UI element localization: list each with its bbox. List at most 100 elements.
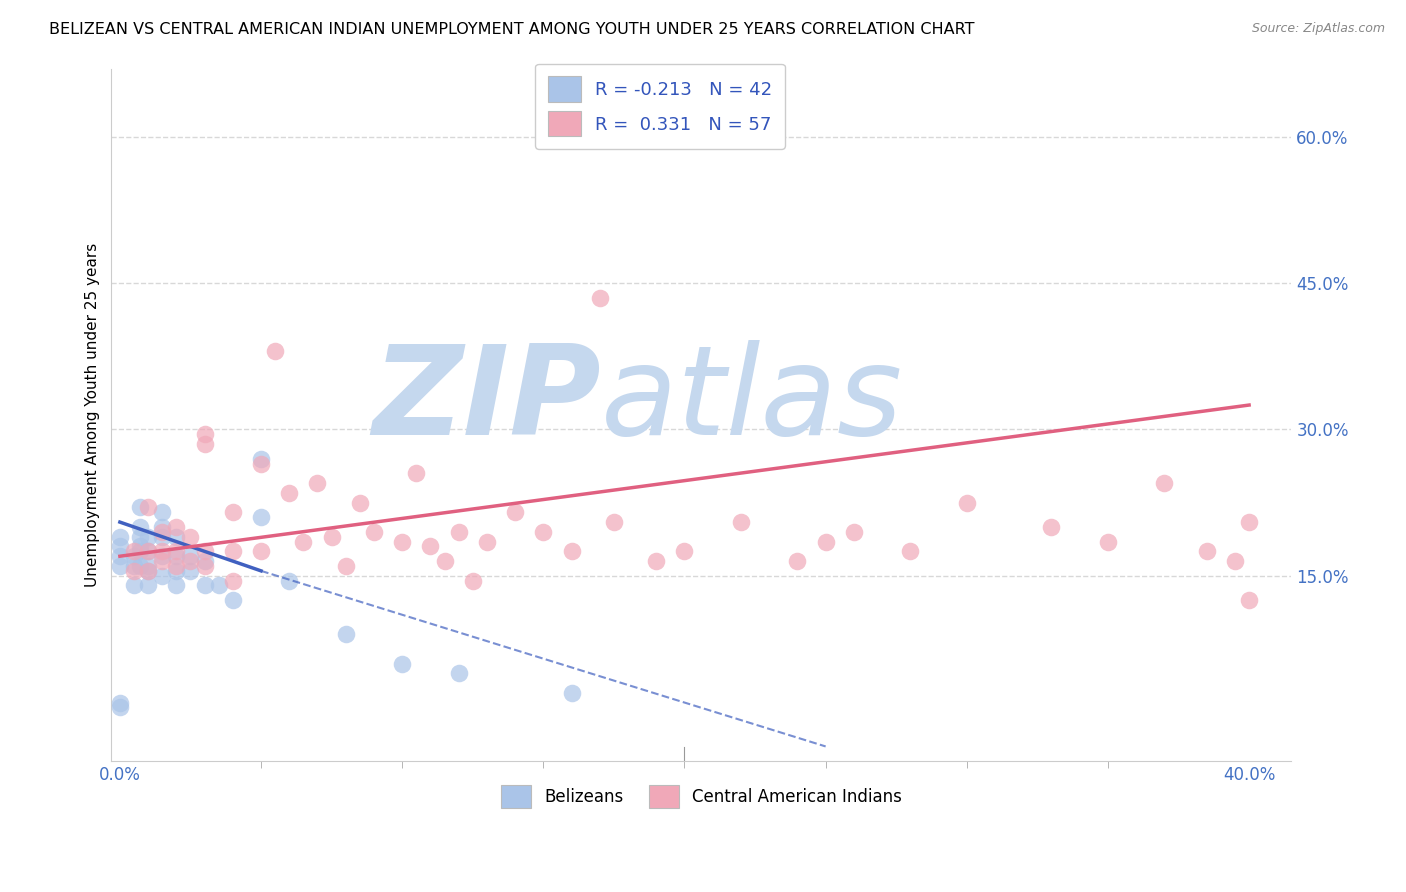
- Point: [475, 534, 498, 549]
- Point: [222, 544, 245, 558]
- Point: [307, 476, 329, 491]
- Point: [461, 574, 484, 588]
- Point: [264, 344, 287, 359]
- Point: [1195, 544, 1218, 558]
- Point: [193, 544, 215, 558]
- Point: [335, 559, 357, 574]
- Point: [128, 559, 150, 574]
- Point: [222, 505, 245, 519]
- Point: [193, 578, 215, 592]
- Point: [179, 554, 201, 568]
- Point: [193, 554, 215, 568]
- Point: [193, 427, 215, 442]
- Point: [1153, 476, 1175, 491]
- Point: [108, 549, 131, 564]
- Point: [122, 559, 145, 574]
- Point: [136, 559, 159, 574]
- Point: [136, 564, 159, 578]
- Point: [250, 457, 273, 471]
- Point: [165, 544, 187, 558]
- Point: [447, 524, 470, 539]
- Point: [1237, 515, 1260, 529]
- Point: [363, 524, 385, 539]
- Point: [108, 540, 131, 554]
- Point: [589, 291, 612, 305]
- Point: [108, 696, 131, 710]
- Point: [165, 578, 187, 592]
- Point: [673, 544, 696, 558]
- Point: [349, 495, 371, 509]
- Point: [179, 564, 201, 578]
- Point: [447, 666, 470, 681]
- Point: [108, 530, 131, 544]
- Point: [645, 554, 668, 568]
- Point: [136, 530, 159, 544]
- Point: [250, 510, 273, 524]
- Point: [150, 554, 173, 568]
- Point: [292, 534, 315, 549]
- Point: [136, 578, 159, 592]
- Point: [150, 505, 173, 519]
- Point: [128, 530, 150, 544]
- Point: [165, 549, 187, 564]
- Point: [391, 534, 413, 549]
- Point: [335, 627, 357, 641]
- Point: [278, 574, 301, 588]
- Point: [956, 495, 979, 509]
- Point: [503, 505, 526, 519]
- Point: [278, 486, 301, 500]
- Point: [136, 500, 159, 515]
- Point: [730, 515, 752, 529]
- Point: [165, 559, 187, 574]
- Point: [128, 540, 150, 554]
- Point: [165, 530, 187, 544]
- Y-axis label: Unemployment Among Youth under 25 years: Unemployment Among Youth under 25 years: [86, 243, 100, 587]
- Point: [814, 534, 837, 549]
- Point: [1223, 554, 1246, 568]
- Point: [898, 544, 921, 558]
- Point: [128, 500, 150, 515]
- Point: [561, 686, 583, 700]
- Point: [321, 530, 343, 544]
- Point: [419, 540, 441, 554]
- Point: [150, 568, 173, 582]
- Point: [122, 549, 145, 564]
- Point: [208, 578, 231, 592]
- Point: [561, 544, 583, 558]
- Text: Source: ZipAtlas.com: Source: ZipAtlas.com: [1251, 22, 1385, 36]
- Point: [150, 544, 173, 558]
- Point: [150, 530, 173, 544]
- Point: [122, 578, 145, 592]
- Point: [150, 549, 173, 564]
- Point: [128, 544, 150, 558]
- Point: [433, 554, 456, 568]
- Point: [193, 437, 215, 451]
- Point: [391, 657, 413, 671]
- Point: [108, 700, 131, 714]
- Point: [531, 524, 554, 539]
- Point: [136, 564, 159, 578]
- Legend: Belizeans, Central American Indians: Belizeans, Central American Indians: [495, 778, 908, 815]
- Point: [603, 515, 626, 529]
- Point: [122, 544, 145, 558]
- Point: [405, 467, 427, 481]
- Point: [250, 451, 273, 466]
- Point: [786, 554, 808, 568]
- Point: [136, 544, 159, 558]
- Point: [150, 520, 173, 534]
- Point: [165, 520, 187, 534]
- Text: atlas: atlas: [602, 341, 903, 461]
- Point: [222, 593, 245, 607]
- Point: [1040, 520, 1063, 534]
- Point: [179, 549, 201, 564]
- Point: [1237, 593, 1260, 607]
- Point: [128, 520, 150, 534]
- Point: [250, 544, 273, 558]
- Point: [1097, 534, 1119, 549]
- Point: [179, 530, 201, 544]
- Point: [165, 564, 187, 578]
- Point: [122, 564, 145, 578]
- Text: BELIZEAN VS CENTRAL AMERICAN INDIAN UNEMPLOYMENT AMONG YOUTH UNDER 25 YEARS CORR: BELIZEAN VS CENTRAL AMERICAN INDIAN UNEM…: [49, 22, 974, 37]
- Point: [136, 544, 159, 558]
- Point: [150, 524, 173, 539]
